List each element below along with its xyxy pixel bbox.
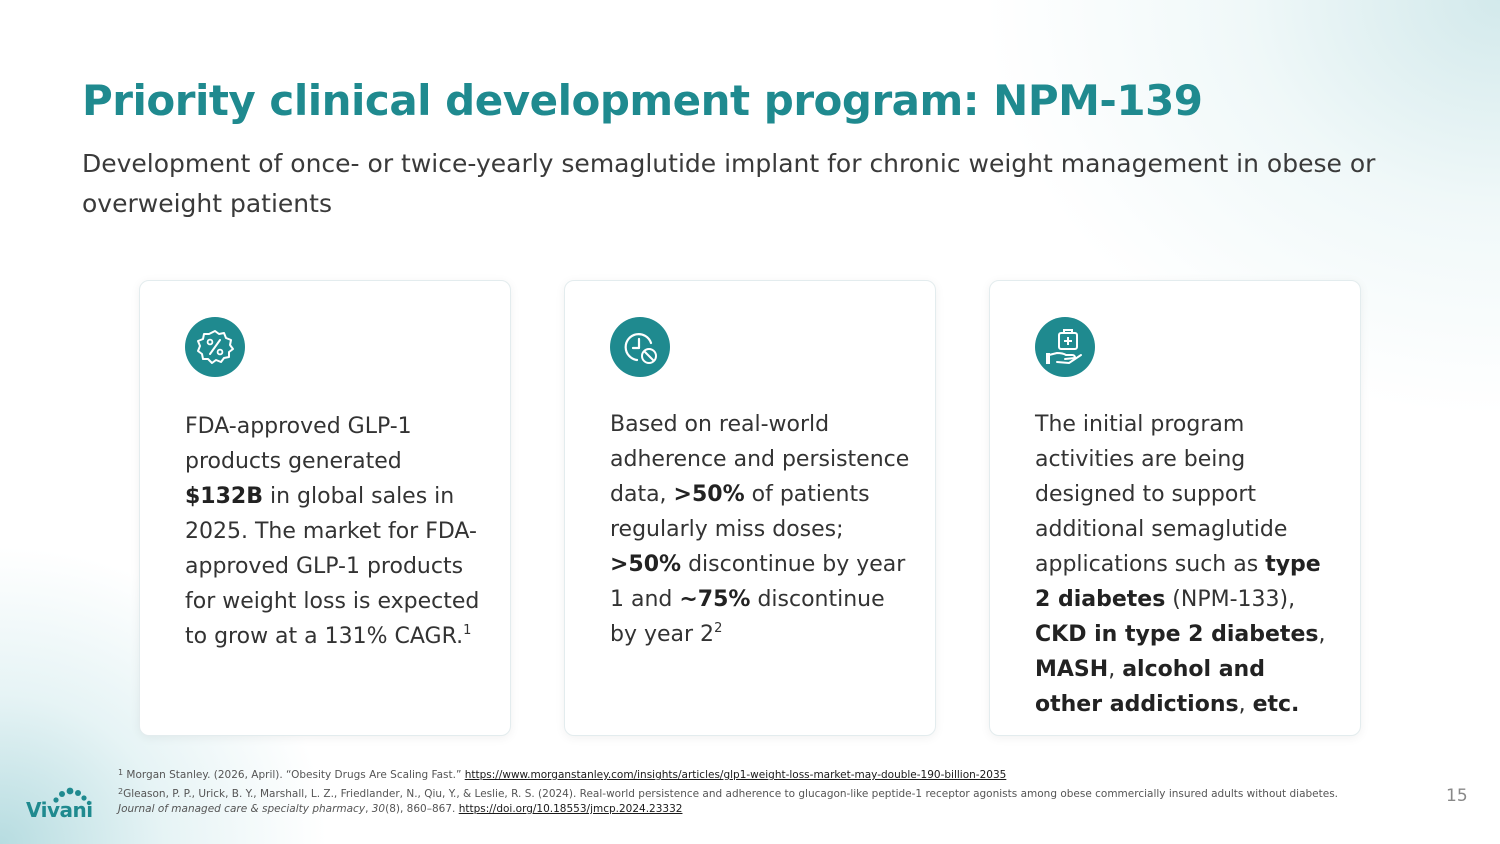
slide-subtitle: Development of once- or twice-yearly sem… <box>82 149 1376 218</box>
slide-title: Priority clinical development program: N… <box>82 76 1203 125</box>
footnotes: 1 Morgan Stanley. (2026, April). “Obesit… <box>118 765 1368 818</box>
logo-text: Vivani <box>26 798 93 822</box>
card-market-size-text: FDA-approved GLP-1 products generated $1… <box>185 414 480 649</box>
card-program-activities-text: The initial program activities are being… <box>1035 412 1326 717</box>
clock-pill-icon <box>610 317 670 377</box>
footnote-1: 1 Morgan Stanley. (2026, April). “Obesit… <box>118 768 1007 781</box>
card-market-size: FDA-approved GLP-1 products generated $1… <box>139 280 511 736</box>
footnote-2: 2Gleason, P. P., Urick, B. Y., Marshall,… <box>118 786 1339 816</box>
page-number: 15 <box>1446 786 1468 806</box>
footnote-2-link[interactable]: https://doi.org/10.18553/jmcp.2024.23332 <box>458 803 683 815</box>
vivani-logo: Vivani <box>26 786 106 826</box>
footnote-1-link[interactable]: https://www.morganstanley.com/insights/a… <box>464 769 1007 781</box>
card-adherence-text: Based on real-world adherence and persis… <box>610 412 910 647</box>
medical-kit-hand-icon <box>1035 317 1095 377</box>
percent-badge-icon <box>185 317 245 377</box>
card-program-activities: The initial program activities are being… <box>989 280 1361 736</box>
card-adherence: Based on real-world adherence and persis… <box>564 280 936 736</box>
